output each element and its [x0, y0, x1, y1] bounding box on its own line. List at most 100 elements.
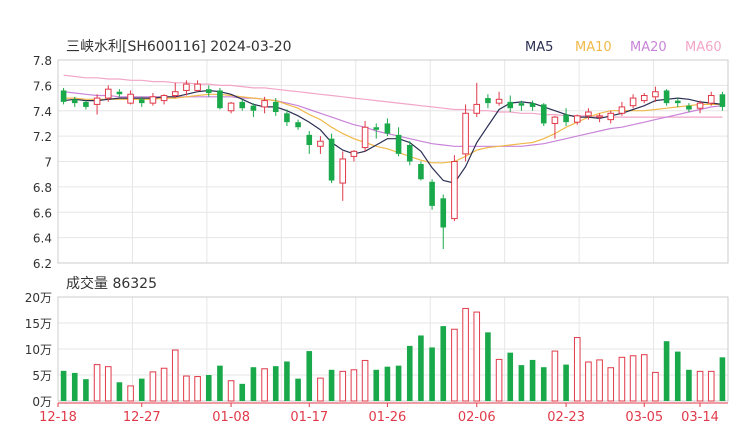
candle [674, 98, 681, 107]
candle [529, 100, 536, 111]
volume-bar [686, 369, 692, 401]
volume-bar [328, 369, 335, 401]
candle-body [507, 101, 514, 109]
volume-tick-label: 20万 [25, 291, 52, 305]
volume-bar [171, 349, 179, 402]
candle-body [250, 105, 257, 111]
candle-body [272, 101, 279, 113]
volume-bar [71, 372, 78, 401]
volume-bar [719, 357, 726, 401]
legend-ma20: MA20 [630, 40, 667, 55]
volume-bar [529, 359, 536, 401]
volume-bar [640, 354, 648, 402]
volume-bar [596, 359, 603, 402]
candle [149, 92, 157, 106]
volume-chart-title: 成交量 86325 [66, 275, 157, 292]
volume-bar [485, 332, 491, 401]
candle [205, 85, 212, 97]
moving-average-lines [63, 74, 723, 184]
volume-bar [83, 379, 89, 401]
price-chart-title: 三峡水利[SH600116] 2024-03-20 [66, 39, 292, 55]
candle-body [328, 138, 335, 181]
volume-bar [239, 383, 246, 401]
volume-bar [563, 364, 569, 401]
volume-bar [395, 365, 402, 401]
candle-body [339, 158, 347, 184]
price-tick-label: 7.6 [33, 79, 52, 93]
candle [495, 91, 503, 106]
candle [339, 151, 347, 201]
volume-bar [507, 352, 514, 401]
candle [160, 94, 168, 105]
volume-bar [127, 385, 134, 402]
volume-y-axis: 20万 15万 10万 5万 0万 [25, 291, 52, 409]
candle [518, 100, 525, 111]
candle [451, 155, 458, 222]
volume-bar [384, 366, 391, 401]
candle [93, 94, 101, 115]
volume-tick-label: 10万 [25, 343, 52, 357]
candle-body [138, 99, 145, 104]
volume-bar [306, 351, 313, 401]
candle [295, 119, 301, 130]
x-tick-label: 12-18 [39, 410, 77, 425]
candle [507, 95, 514, 113]
price-tick-label: 6.2 [33, 257, 52, 271]
candle [418, 161, 424, 181]
candle-body [440, 198, 447, 228]
volume-bar [696, 370, 704, 402]
volume-tick-label: 0万 [32, 395, 52, 409]
volume-bar [116, 382, 123, 401]
candle [217, 87, 223, 110]
price-tick-label: 6.6 [33, 206, 52, 220]
candle [138, 96, 145, 107]
candle [261, 96, 268, 114]
volume-bar [205, 375, 212, 401]
volume-grid [57, 296, 729, 402]
volume-bar [418, 335, 424, 401]
x-tick-label: 03-05 [625, 410, 663, 425]
volume-bars [60, 307, 726, 402]
price-y-axis: 7.8 7.6 7.4 7.2 7 6.8 6.6 6.4 6.2 [33, 54, 52, 271]
volume-bar [551, 350, 559, 402]
volume-bar [429, 347, 435, 401]
candle [596, 113, 603, 123]
date-x-axis: 12-18 12-27 01-08 01-17 01-26 02-06 02-23 03-05… [39, 402, 728, 425]
candle [328, 133, 335, 184]
candle-body [317, 140, 324, 147]
candle [585, 108, 592, 120]
volume-bar [607, 367, 615, 402]
x-tick-label: 01-26 [369, 410, 407, 425]
candle [60, 87, 67, 105]
candle-body [663, 90, 670, 104]
candle-body [93, 97, 101, 105]
volume-tick-label: 5万 [32, 369, 52, 383]
volume-bar [93, 364, 101, 402]
candle [317, 136, 324, 154]
volume-bar [183, 375, 190, 402]
candle [83, 100, 89, 110]
candle-body [227, 102, 235, 112]
candle-body [495, 98, 503, 104]
candle [306, 131, 313, 154]
volume-bar [495, 358, 503, 402]
volume-bar [350, 369, 358, 402]
candle [373, 123, 380, 139]
legend-ma10: MA10 [575, 40, 612, 55]
candlesticks [60, 80, 726, 250]
volume-bar [451, 328, 458, 402]
volume-bar [317, 377, 324, 402]
price-grid [57, 59, 729, 264]
volume-bar [250, 367, 257, 401]
candle [607, 110, 615, 124]
price-tick-label: 7.2 [33, 130, 52, 144]
price-tick-label: 7.8 [33, 54, 52, 68]
candle-body [261, 100, 268, 108]
candle-body [284, 113, 290, 123]
candle-body [127, 93, 134, 104]
candle-body [361, 126, 369, 149]
candle-body [429, 181, 435, 206]
candle [618, 101, 626, 116]
candle [194, 80, 201, 92]
